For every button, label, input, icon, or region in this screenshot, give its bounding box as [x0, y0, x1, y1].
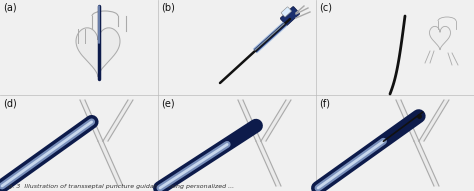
Polygon shape [261, 100, 291, 141]
Text: (c): (c) [319, 3, 332, 13]
Polygon shape [98, 141, 123, 186]
Polygon shape [238, 100, 261, 141]
Text: Fig. 3  Illustration of transseptal puncture guidance using personalized ...: Fig. 3 Illustration of transseptal punct… [3, 184, 234, 189]
Polygon shape [103, 100, 133, 141]
Text: (e): (e) [161, 99, 174, 109]
Text: (f): (f) [319, 99, 330, 109]
Polygon shape [419, 100, 449, 141]
Polygon shape [429, 26, 450, 50]
Polygon shape [80, 100, 103, 141]
Text: (a): (a) [3, 3, 17, 13]
FancyBboxPatch shape [280, 6, 300, 25]
Polygon shape [76, 28, 120, 77]
FancyBboxPatch shape [281, 7, 292, 17]
Text: (d): (d) [3, 99, 17, 109]
Polygon shape [396, 100, 419, 141]
Text: (b): (b) [161, 3, 175, 13]
Polygon shape [414, 141, 439, 186]
Polygon shape [256, 141, 281, 186]
